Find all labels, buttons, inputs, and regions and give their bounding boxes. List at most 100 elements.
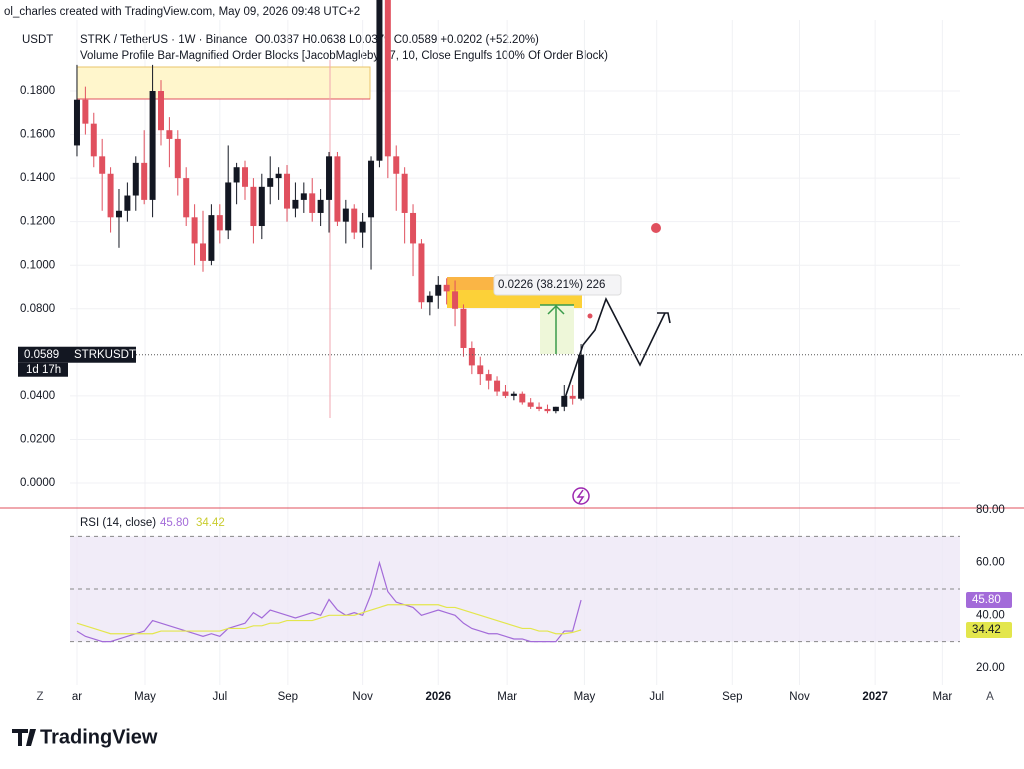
candle-body xyxy=(359,221,366,233)
candle-body xyxy=(426,295,433,303)
measure-arrow xyxy=(540,304,574,315)
candle-body xyxy=(309,193,316,213)
measure-box xyxy=(493,274,622,296)
order-block xyxy=(76,66,371,100)
candle-body xyxy=(191,217,198,244)
candle-body xyxy=(452,291,459,309)
candle-body xyxy=(569,395,576,399)
candle-body xyxy=(544,408,551,412)
candle-body xyxy=(242,167,249,187)
event-icon xyxy=(576,489,585,504)
candle-body xyxy=(183,178,190,218)
candle-body xyxy=(166,130,173,139)
countdown-badge xyxy=(18,362,68,377)
candle-body xyxy=(460,308,467,348)
corner-button[interactable]: Z xyxy=(36,691,43,703)
ohlc-legend: O0.0387 H0.0638 L0.0379 C0.0589 +0.0202 … xyxy=(255,34,539,46)
candle-body xyxy=(82,99,89,124)
measure-label: 0.0226 (38.21%) 226 xyxy=(498,279,605,291)
rsi-legend-value: 45.80 xyxy=(160,517,189,529)
candle-body xyxy=(468,347,475,366)
candle-body xyxy=(233,167,240,183)
y-tick-label: 0.0200 xyxy=(20,433,55,445)
price-badge xyxy=(18,346,136,363)
candle-body xyxy=(149,90,156,200)
indicator-title: Volume Profile Bar-Magnified Order Block… xyxy=(80,50,608,62)
candle-body xyxy=(376,0,383,161)
candle-body xyxy=(73,99,80,146)
candle-body xyxy=(275,173,282,179)
candle-body xyxy=(132,162,139,196)
x-tick-label: Mar xyxy=(497,691,517,703)
y-tick-label: 0.1800 xyxy=(20,85,55,97)
y-tick-label: 0.1200 xyxy=(20,216,55,228)
y-tick-label: 0.1000 xyxy=(20,259,55,271)
y-tick-label: 0.0000 xyxy=(20,477,55,489)
symbol-label: STRKUSDT xyxy=(74,349,136,361)
candle-body xyxy=(561,395,568,407)
candle-body xyxy=(351,208,358,233)
candle-body xyxy=(384,0,391,157)
candle-body xyxy=(157,90,164,131)
x-tick-label: May xyxy=(574,691,596,703)
candle-body xyxy=(107,173,114,218)
candle-body xyxy=(250,186,257,227)
candle-body xyxy=(225,182,232,231)
x-tick-label: 2027 xyxy=(862,691,888,703)
x-tick-label: Nov xyxy=(789,691,810,703)
marker-dot xyxy=(587,313,593,319)
rsi-line xyxy=(76,604,582,635)
y-tick-label: 0.1600 xyxy=(20,129,55,141)
candle-body xyxy=(418,243,425,303)
header: ol_charles created with TradingView.com,… xyxy=(4,6,360,18)
candle-body xyxy=(334,156,341,222)
y-tick-label: 0.1400 xyxy=(20,172,55,184)
corner-button[interactable]: A xyxy=(986,691,994,703)
x-tick-label: 2026 xyxy=(425,691,451,703)
y-tick-label: 40.00 xyxy=(976,609,1005,621)
candle-body xyxy=(284,173,291,209)
rsi-line xyxy=(76,560,582,643)
x-tick-label: Jul xyxy=(649,691,664,703)
candle-body xyxy=(317,199,324,213)
candle-body xyxy=(258,186,265,227)
candle-body xyxy=(115,210,122,218)
y-tick-label: 60.00 xyxy=(976,557,1005,569)
value-badge xyxy=(966,592,1012,609)
marker-dot xyxy=(651,223,661,233)
candle-body xyxy=(267,178,274,187)
candle-body xyxy=(393,156,400,174)
candle-body xyxy=(174,138,181,179)
candle-body xyxy=(99,156,106,174)
axis-label: USDT xyxy=(22,34,53,46)
countdown-label: 1d 17h xyxy=(26,364,61,376)
candle-body xyxy=(519,393,526,403)
x-tick-label: Sep xyxy=(278,691,298,703)
rsi-title: RSI (14, close) xyxy=(80,517,156,529)
rsi-band xyxy=(70,536,960,642)
candle-body xyxy=(141,162,148,200)
candle-body xyxy=(292,199,299,209)
event-icon[interactable] xyxy=(572,487,590,505)
candle-body xyxy=(435,284,442,296)
projection-arrow xyxy=(657,312,671,324)
candle-body xyxy=(578,354,585,399)
x-tick-label: Jul xyxy=(212,691,227,703)
candle-body xyxy=(502,391,509,396)
y-tick-label: 0.0800 xyxy=(20,303,55,315)
chart-title: STRK / TetherUS · 1W · Binance xyxy=(80,34,247,46)
value-badge-label: 45.80 xyxy=(972,594,1001,606)
projection-path xyxy=(564,296,666,399)
candle-body xyxy=(326,156,333,200)
y-tick-label: 20.00 xyxy=(976,662,1005,674)
x-tick-label: Nov xyxy=(352,691,373,703)
candle-body xyxy=(216,215,223,231)
candle-body xyxy=(536,406,543,409)
x-tick-label: Mar xyxy=(932,691,952,703)
candle-body xyxy=(510,393,517,396)
candle-body xyxy=(552,406,559,412)
candle-body xyxy=(494,380,501,392)
x-tick-label: ar xyxy=(72,691,82,703)
candle-body xyxy=(527,402,534,407)
